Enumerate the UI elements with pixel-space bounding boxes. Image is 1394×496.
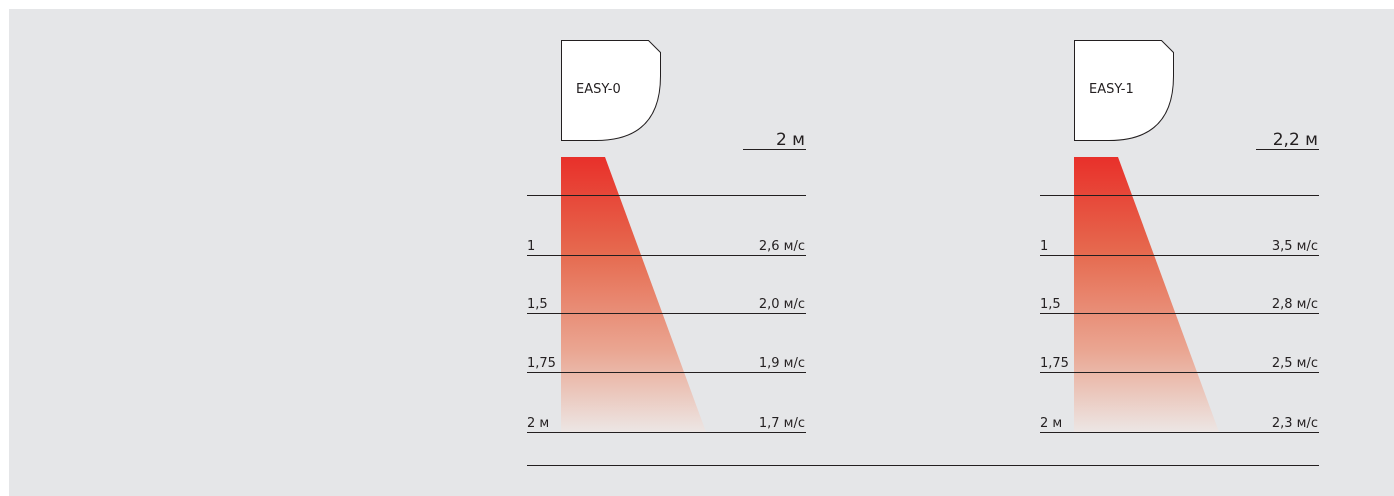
distance-label: 1,75 [527, 356, 556, 371]
distance-label: 2 м [527, 416, 549, 431]
speed-label: 3,5 м/с [1272, 239, 1318, 254]
distance-label: 1 [1040, 239, 1048, 254]
unit-name: EASY-0 [576, 82, 621, 97]
distance-label: 1,5 [527, 297, 548, 312]
speed-label: 2,0 м/с [759, 297, 805, 312]
distance-label: 1,5 [1040, 297, 1061, 312]
speed-label: 2,5 м/с [1272, 356, 1318, 371]
curtain-unit-icon [561, 40, 661, 141]
speed-label: 2,3 м/с [1272, 416, 1318, 431]
distance-label: 1 [527, 239, 535, 254]
speed-label: 1,9 м/с [759, 356, 805, 371]
speed-label: 1,7 м/с [759, 416, 805, 431]
distance-label: 2 м [1040, 416, 1062, 431]
curtain-unit-icon [1074, 40, 1174, 141]
speed-label: 2,8 м/с [1272, 297, 1318, 312]
air-jet-gradient [1074, 157, 1219, 432]
mount-height-label: 2 м [776, 130, 805, 150]
distance-label: 1,75 [1040, 356, 1069, 371]
unit-name: EASY-1 [1089, 82, 1134, 97]
speed-label: 2,6 м/с [759, 239, 805, 254]
unit-easy-0: EASY-0 2 м 1 1,5 1,75 2 м 2,6 м/с 2,0 м/… [527, 40, 806, 433]
unit-easy-1: EASY-1 2,2 м 1 1,5 1,75 2 м 3,5 м/с 2,8 … [1040, 40, 1319, 433]
mount-height-label: 2,2 м [1273, 130, 1318, 150]
air-jet-gradient [561, 157, 706, 432]
